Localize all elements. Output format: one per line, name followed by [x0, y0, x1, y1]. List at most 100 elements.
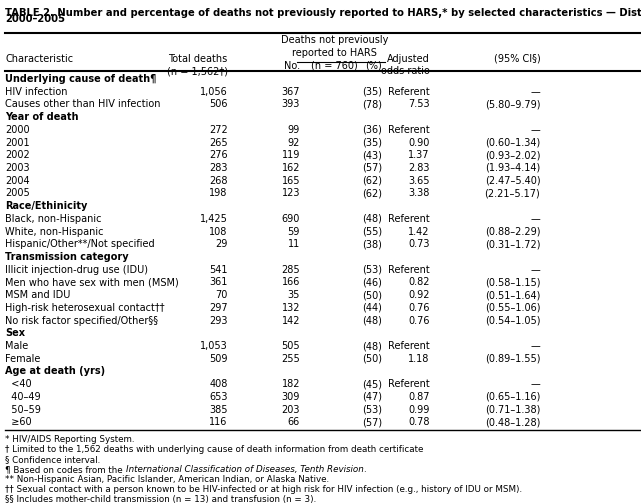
Text: 268: 268: [209, 176, 228, 186]
Text: § Confidence interval.: § Confidence interval.: [5, 455, 101, 464]
Text: Referent: Referent: [388, 265, 429, 275]
Text: (%): (%): [365, 61, 382, 71]
Text: (0.88–2.29): (0.88–2.29): [485, 226, 540, 236]
Text: 255: 255: [281, 354, 300, 364]
Text: (38): (38): [362, 239, 382, 249]
Text: (57): (57): [362, 417, 382, 428]
Text: Race/Ethinicity: Race/Ethinicity: [5, 201, 88, 211]
Text: 119: 119: [281, 150, 300, 160]
Text: 509: 509: [209, 354, 228, 364]
Text: (53): (53): [362, 265, 382, 275]
Text: (0.51–1.64): (0.51–1.64): [485, 290, 540, 300]
Text: 166: 166: [281, 278, 300, 287]
Text: (2.47–5.40): (2.47–5.40): [485, 176, 540, 186]
Text: 690: 690: [281, 214, 300, 224]
Text: 66: 66: [288, 417, 300, 428]
Text: 59: 59: [288, 226, 300, 236]
Text: 11: 11: [288, 239, 300, 249]
Text: Underlying cause of death¶: Underlying cause of death¶: [5, 74, 156, 84]
Text: ¶ Based on codes from the: ¶ Based on codes from the: [5, 465, 126, 474]
Text: (5.80–9.79): (5.80–9.79): [485, 100, 540, 109]
Text: 393: 393: [281, 100, 300, 109]
Text: Characteristic: Characteristic: [5, 54, 73, 64]
Text: (53): (53): [362, 404, 382, 414]
Text: Illicit injection-drug use (IDU): Illicit injection-drug use (IDU): [5, 265, 148, 275]
Text: (55): (55): [362, 226, 382, 236]
Text: 7.53: 7.53: [408, 100, 429, 109]
Text: 50–59: 50–59: [5, 404, 41, 414]
Text: 0.87: 0.87: [408, 392, 429, 402]
Text: 0.76: 0.76: [408, 303, 429, 313]
Text: Age at death (yrs): Age at death (yrs): [5, 367, 105, 376]
Text: Deaths not previously
reported to HARS
(n = 760): Deaths not previously reported to HARS (…: [281, 35, 388, 70]
Text: 2000–2005: 2000–2005: [5, 14, 65, 24]
Text: 3.38: 3.38: [408, 189, 429, 198]
Text: Male: Male: [5, 341, 28, 351]
Text: International Classification of Diseases, Tenth Revision: International Classification of Diseases…: [126, 465, 363, 474]
Text: TABLE 2. Number and percentage of deaths not previously reported to HARS,* by se: TABLE 2. Number and percentage of deaths…: [5, 8, 641, 18]
Text: (0.65–1.16): (0.65–1.16): [485, 392, 540, 402]
Text: (0.71–1.38): (0.71–1.38): [485, 404, 540, 414]
Text: (48): (48): [362, 341, 382, 351]
Text: Referent: Referent: [388, 214, 429, 224]
Text: 0.82: 0.82: [408, 278, 429, 287]
Text: 2002: 2002: [5, 150, 30, 160]
Text: 276: 276: [209, 150, 228, 160]
Text: †† Sexual contact with a person known to be HIV-infected or at high risk for HIV: †† Sexual contact with a person known to…: [5, 485, 522, 494]
Text: 142: 142: [281, 315, 300, 325]
Text: 29: 29: [215, 239, 228, 249]
Text: (50): (50): [362, 354, 382, 364]
Text: <40: <40: [5, 379, 32, 389]
Text: 116: 116: [209, 417, 228, 428]
Text: (0.93–2.02): (0.93–2.02): [485, 150, 540, 160]
Text: 265: 265: [209, 137, 228, 147]
Text: 2.83: 2.83: [408, 163, 429, 173]
Text: —: —: [531, 341, 540, 351]
Text: (62): (62): [362, 176, 382, 186]
Text: (48): (48): [362, 214, 382, 224]
Text: 162: 162: [281, 163, 300, 173]
Text: 408: 408: [209, 379, 228, 389]
Text: 1,056: 1,056: [200, 87, 228, 97]
Text: §§ Includes mother-child transmission (n = 13) and transfusion (n = 3).: §§ Includes mother-child transmission (n…: [5, 495, 317, 503]
Text: Hispanic/Other**/Not specified: Hispanic/Other**/Not specified: [5, 239, 154, 249]
Text: 0.78: 0.78: [408, 417, 429, 428]
Text: (44): (44): [362, 303, 382, 313]
Text: Year of death: Year of death: [5, 112, 79, 122]
Text: Female: Female: [5, 354, 40, 364]
Text: 385: 385: [209, 404, 228, 414]
Text: 132: 132: [281, 303, 300, 313]
Text: 3.65: 3.65: [408, 176, 429, 186]
Text: (2.21–5.17): (2.21–5.17): [485, 189, 540, 198]
Text: Adjusted
odds ratio: Adjusted odds ratio: [381, 54, 429, 76]
Text: (35): (35): [362, 87, 382, 97]
Text: (45): (45): [362, 379, 382, 389]
Text: —: —: [531, 214, 540, 224]
Text: 1.37: 1.37: [408, 150, 429, 160]
Text: ≥60: ≥60: [5, 417, 32, 428]
Text: —: —: [531, 125, 540, 135]
Text: 1.18: 1.18: [408, 354, 429, 364]
Text: 0.92: 0.92: [408, 290, 429, 300]
Text: Causes other than HIV infection: Causes other than HIV infection: [5, 100, 161, 109]
Text: (0.48–1.28): (0.48–1.28): [485, 417, 540, 428]
Text: (57): (57): [362, 163, 382, 173]
Text: (0.60–1.34): (0.60–1.34): [485, 137, 540, 147]
Text: 0.99: 0.99: [408, 404, 429, 414]
Text: 285: 285: [281, 265, 300, 275]
Text: † Limited to the 1,562 deaths with underlying cause of death information from de: † Limited to the 1,562 deaths with under…: [5, 445, 424, 454]
Text: HIV infection: HIV infection: [5, 87, 68, 97]
Text: 182: 182: [281, 379, 300, 389]
Text: (48): (48): [362, 315, 382, 325]
Text: 293: 293: [209, 315, 228, 325]
Text: High-risk heterosexual contact††: High-risk heterosexual contact††: [5, 303, 165, 313]
Text: (35): (35): [362, 137, 382, 147]
Text: 2004: 2004: [5, 176, 29, 186]
Text: 297: 297: [209, 303, 228, 313]
Text: Referent: Referent: [388, 125, 429, 135]
Text: 203: 203: [281, 404, 300, 414]
Text: 2000: 2000: [5, 125, 29, 135]
Text: Men who have sex with men (MSM): Men who have sex with men (MSM): [5, 278, 179, 287]
Text: (95% CI§): (95% CI§): [494, 54, 540, 64]
Text: (0.55–1.06): (0.55–1.06): [485, 303, 540, 313]
